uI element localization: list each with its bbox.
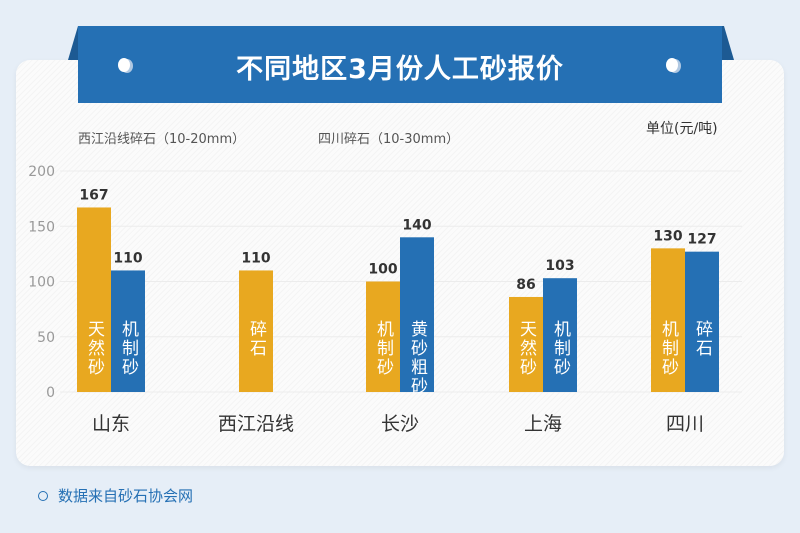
bar <box>685 251 719 392</box>
value-label: 127 <box>687 232 716 248</box>
y-tick-label: 100 <box>28 275 55 291</box>
bar-inner-label: 天然砂 <box>516 320 536 377</box>
category-label: 山东 <box>92 413 130 435</box>
value-label: 110 <box>241 250 270 266</box>
bar <box>77 207 111 392</box>
category-label: 西江沿线 <box>218 413 294 435</box>
bar <box>366 281 400 392</box>
bar-inner-label: 机制砂 <box>118 320 138 377</box>
bar-inner-label: 黄砂粗砂 <box>407 320 427 396</box>
y-tick-label: 50 <box>37 330 55 346</box>
value-label: 167 <box>79 187 108 203</box>
legend-series-1: 西江沿线碎石（10-20mm） <box>78 132 246 147</box>
value-label: 103 <box>545 258 574 274</box>
dot-decoration <box>666 58 678 72</box>
source-text: 数据来自砂石协会网 <box>58 487 194 505</box>
bar-inner-label: 机制砂 <box>373 320 393 377</box>
bar-inner-label: 碎石 <box>246 320 266 358</box>
y-tick-label: 200 <box>28 164 55 180</box>
bar <box>651 248 685 392</box>
category-label: 四川 <box>666 413 704 435</box>
page-title: 不同地区3月份人工砂报价 <box>236 53 564 85</box>
value-label: 100 <box>368 262 397 278</box>
value-label: 110 <box>113 250 142 266</box>
circle-icon <box>38 490 48 501</box>
dot-decoration <box>118 58 130 72</box>
legend-series-2: 四川碎石（10-30mm） <box>318 132 460 147</box>
bar <box>509 296 543 392</box>
bar <box>400 237 434 392</box>
y-tick-label: 150 <box>28 219 55 235</box>
bar <box>111 270 145 392</box>
y-tick-label: 0 <box>46 385 55 401</box>
value-label: 86 <box>516 277 535 293</box>
bar-inner-label: 天然砂 <box>84 320 104 377</box>
bar-inner-label: 机制砂 <box>658 320 678 377</box>
bar-inner-label: 碎石 <box>692 320 712 358</box>
category-label: 长沙 <box>381 413 419 435</box>
value-label: 140 <box>402 217 431 233</box>
source-note: 数据来自砂石协会网 <box>38 485 193 506</box>
bar <box>239 270 273 392</box>
bar <box>543 278 577 392</box>
value-label: 130 <box>653 228 682 244</box>
category-label: 上海 <box>524 413 562 435</box>
unit-label: 单位(元/吨) <box>646 121 718 137</box>
title-banner: 不同地区3月份人工砂报价 <box>78 26 722 103</box>
bar-inner-label: 机制砂 <box>550 320 570 377</box>
